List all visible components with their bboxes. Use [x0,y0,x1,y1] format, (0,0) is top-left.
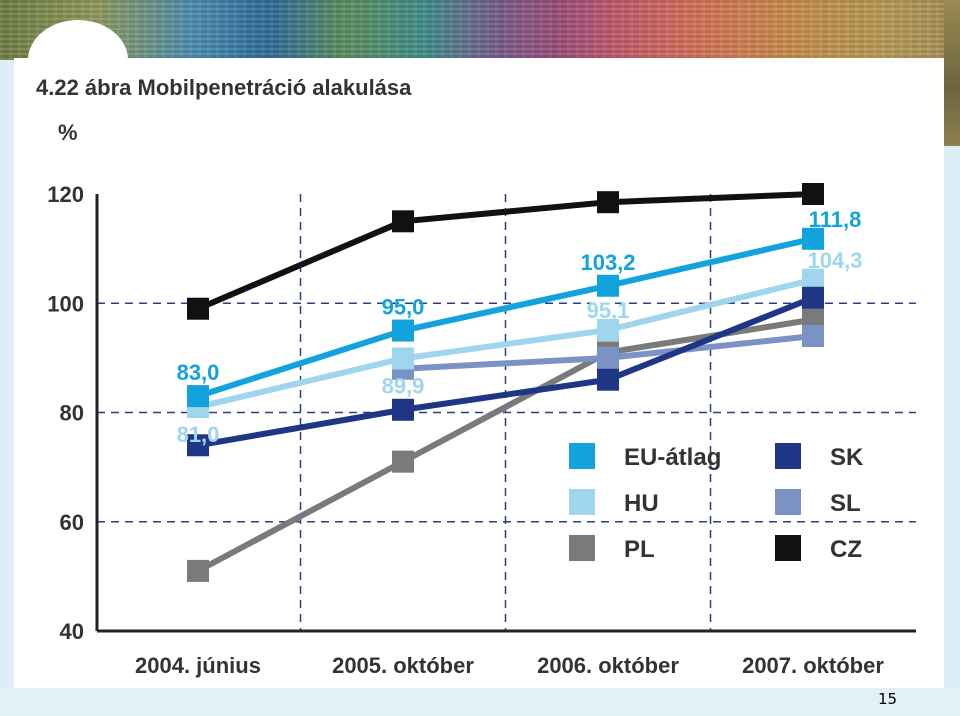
y-tick-label: 60 [60,510,84,535]
point-marker-HU [597,319,619,342]
point-marker-SK [392,398,414,421]
data-label-EU-átlag: 95,0 [382,295,425,320]
point-marker-HU [802,268,824,291]
data-label-HU: 104,3 [807,248,862,273]
point-marker-CZ [187,297,209,320]
header-texture [0,0,960,60]
point-marker-EU-átlag [187,385,209,408]
series-line-EU-átlag [197,235,814,399]
slide-panel: 4.22 ábra Mobilpenetráció alakulása% 40 60… [14,58,944,688]
point-marker-CZ [802,183,824,205]
y-tick-label: 80 [60,401,84,426]
legend-swatch-PL [569,535,595,561]
legend-label: CZ [830,536,862,563]
point-marker-SK [187,434,209,457]
series-line-SK [197,295,815,449]
y-tick-label: 120 [47,182,84,207]
legend-swatch-SK [775,443,801,469]
point-marker-EU-átlag [597,274,619,297]
legend-swatch-EU-átlag [569,443,595,469]
y-tick-label: 100 [47,291,84,316]
page-number: 15 [878,690,898,708]
x-tick-label: 2007. október [742,653,884,678]
point-marker-EU-átlag [802,227,824,250]
header-banner [0,0,960,60]
line-chart: 4.22 ábra Mobilpenetráció alakulása% 40 60… [36,75,916,678]
legend-swatch-HU [569,489,595,515]
x-tick-label: 2005. október [332,653,474,678]
right-decor-strip [944,0,960,146]
point-marker-EU-átlag [392,319,414,342]
point-marker-CZ [392,210,414,233]
point-marker-HU [392,347,414,370]
y-tick-label: 40 [60,619,84,644]
series-line-CZ [196,191,814,312]
x-tick-label: 2006. október [537,653,679,678]
legend-label: PL [624,536,655,563]
point-marker-PL [187,559,209,582]
legend-swatch-CZ [775,535,801,561]
series-line-HU [197,276,814,410]
data-label-EU-átlag: 83,0 [177,360,220,385]
point-marker-SL [597,346,619,369]
point-marker-SK [597,368,619,391]
point-marker-SK [802,286,824,309]
legend-swatch-SL [775,489,801,515]
legend-label: SL [830,490,861,517]
chart-title: 4.22 ábra Mobilpenetráció alakulása [36,75,412,100]
legend-label: HU [624,490,659,517]
point-marker-CZ [597,191,619,214]
legend-label: SK [830,444,864,471]
data-label-HU: 81,0 [177,422,220,447]
legend-label: EU-átlag [624,444,721,471]
data-label-HU: 89,9 [382,373,425,398]
data-label-EU-átlag: 111,8 [809,207,862,232]
footer-band [0,688,960,716]
x-tick-label: 2004. június [135,653,261,678]
data-label-HU: 95,1 [587,298,630,323]
data-label-EU-átlag: 103,2 [580,250,635,275]
point-marker-SL [802,325,824,348]
point-marker-PL [392,450,414,473]
y-axis-unit-label: % [58,120,78,145]
